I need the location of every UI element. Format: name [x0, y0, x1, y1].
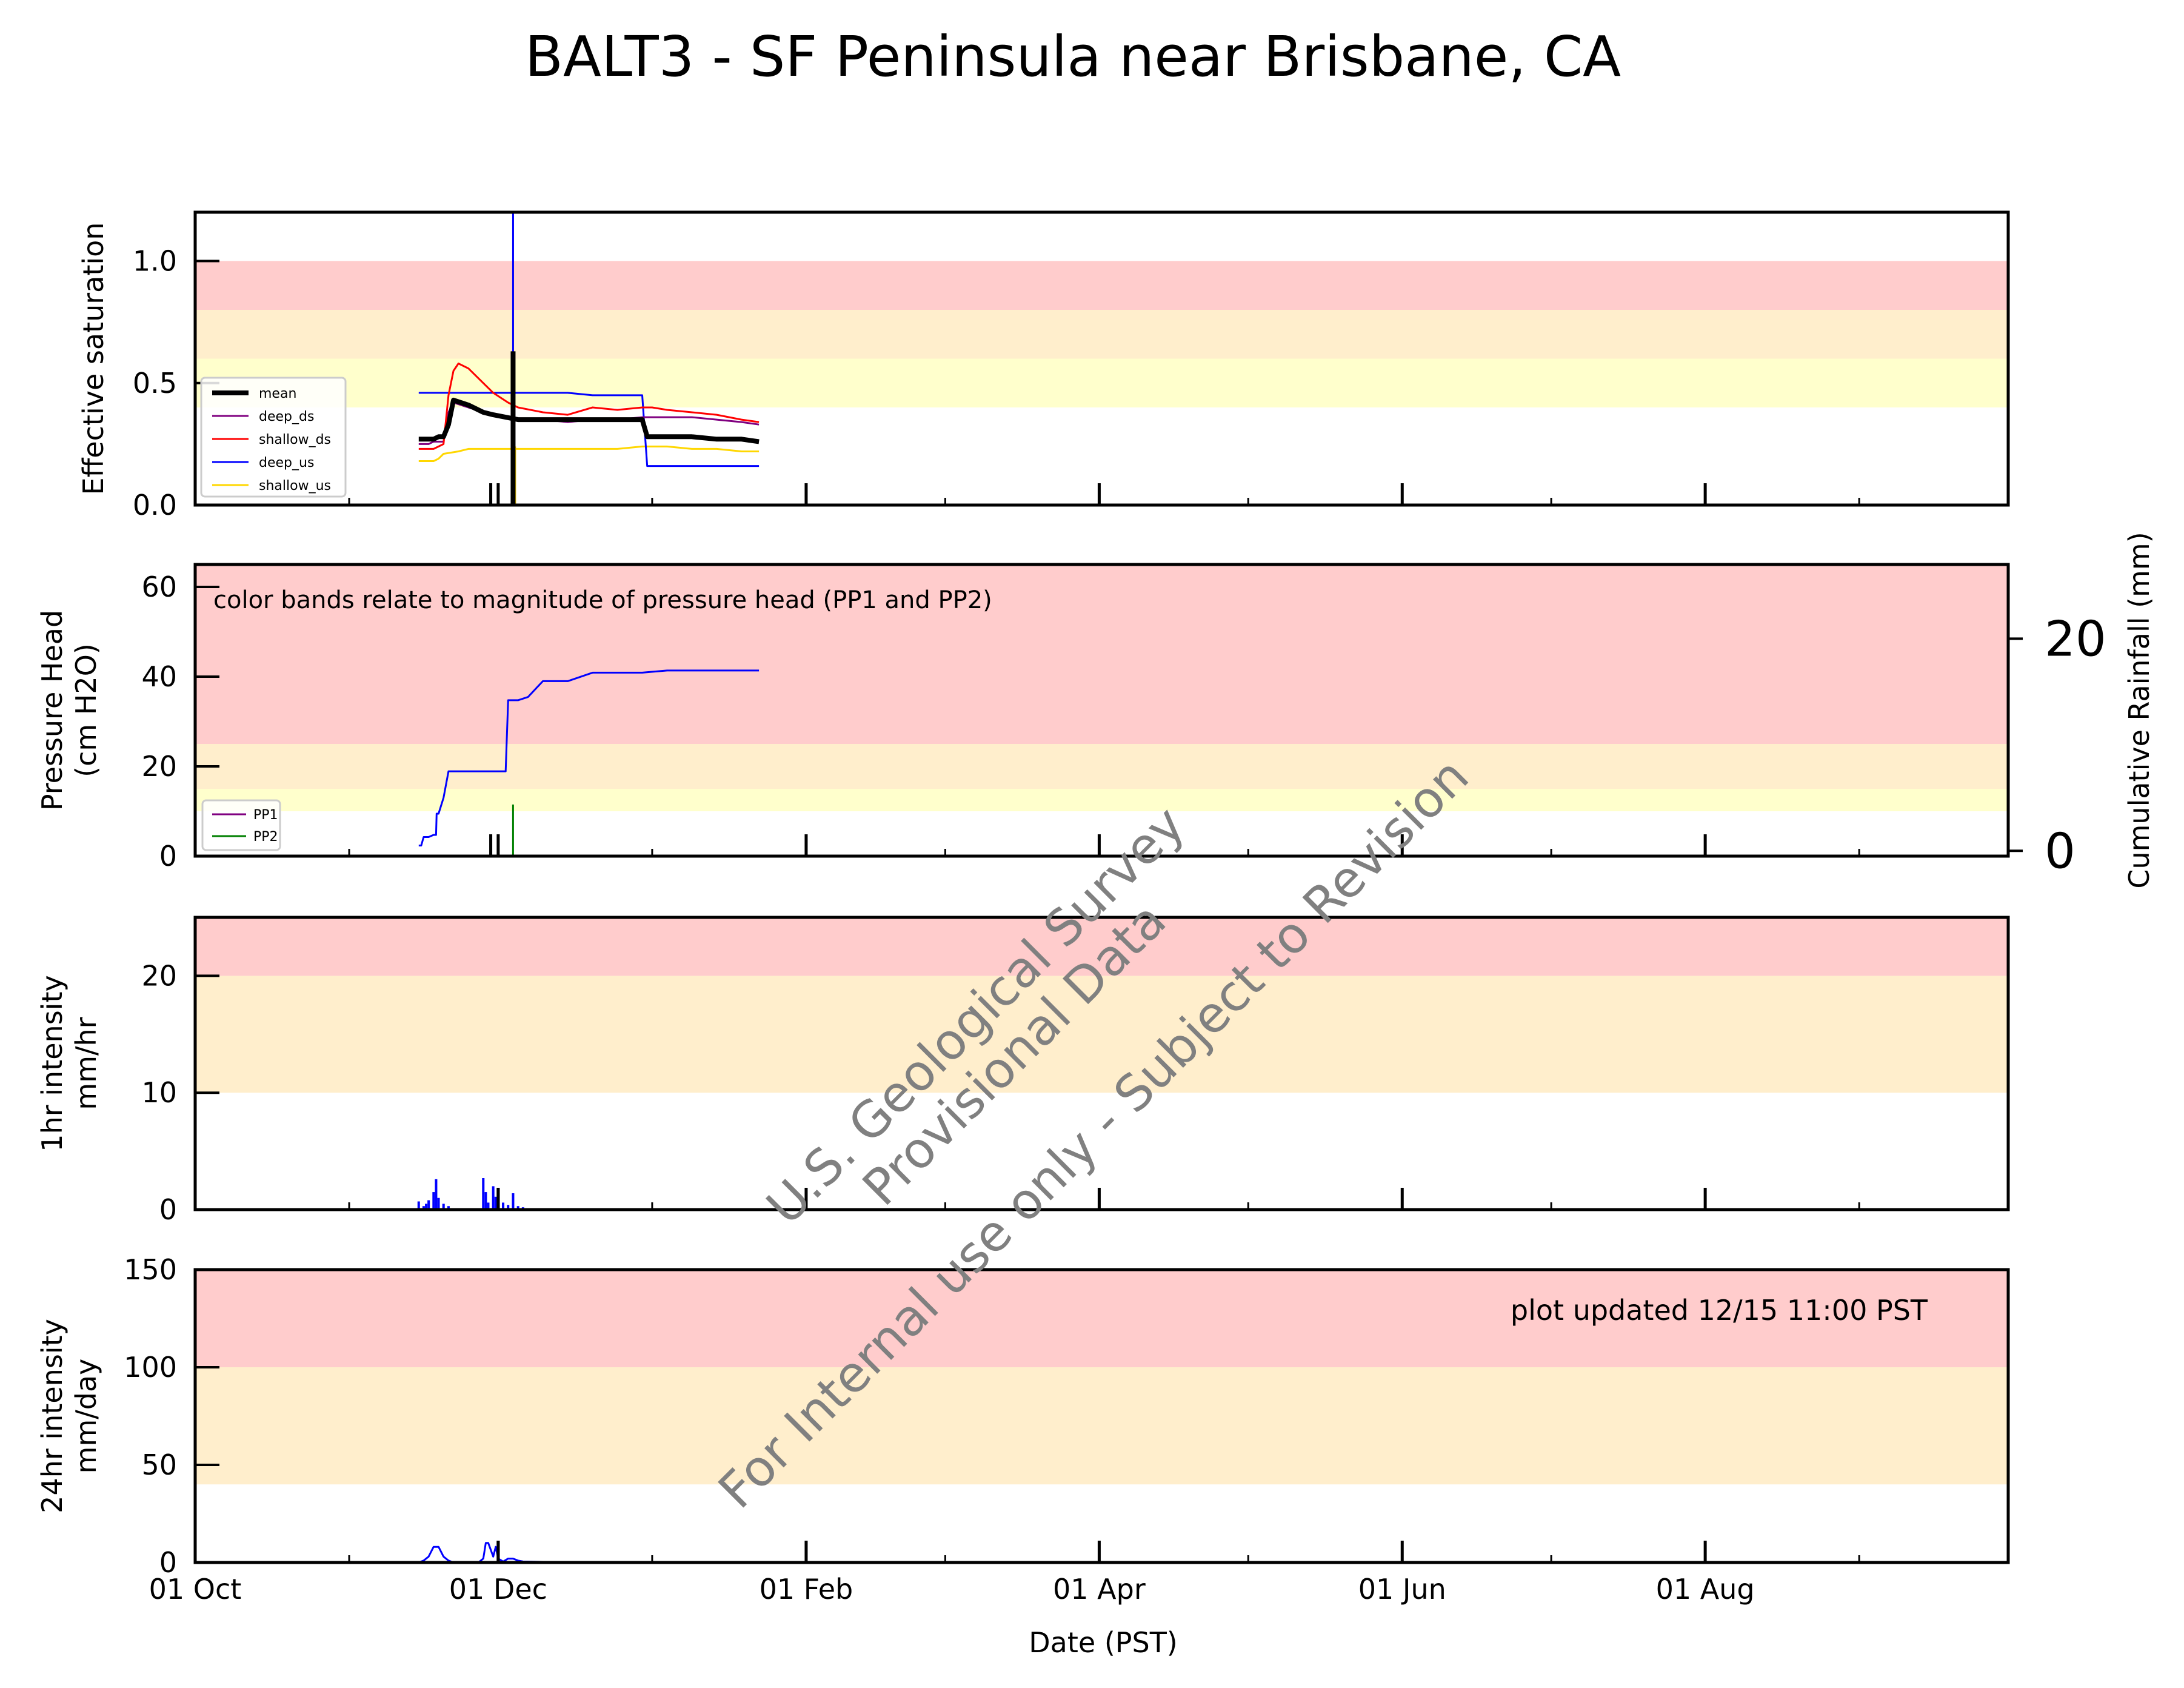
- y-axis-label: 24hr intensity mm/day: [36, 1319, 102, 1513]
- y-tick-label: 0.5: [133, 367, 177, 400]
- y-tick-label: 0: [159, 1193, 177, 1226]
- y-tick-label: 20: [141, 959, 177, 992]
- y-tick-label: 60: [141, 571, 177, 603]
- y-axis-label-line: Effective saturation: [77, 223, 110, 495]
- legend-frame: [201, 799, 281, 851]
- x-tick-label: 01 Jun: [1358, 1573, 1446, 1606]
- y-tick-label: 20: [141, 750, 177, 783]
- y2-axis-label: Cumulative Rainfall (mm): [2123, 532, 2156, 888]
- legend-label-shallow_ds: shallow_ds: [259, 432, 331, 447]
- y-axis-label: Pressure Head (cm H2O): [36, 610, 102, 811]
- y-tick-label: 40: [141, 660, 177, 693]
- x-tick-label: 01 Dec: [449, 1573, 547, 1606]
- risk-band: [195, 917, 2008, 976]
- plot-area: [195, 917, 2008, 1210]
- risk-band: [195, 358, 2008, 407]
- panel-intensity_1hr: 0 10 20 1hr intensity mm/hr: [36, 916, 2010, 1226]
- axes-frame: [193, 210, 2010, 507]
- cumulative-rainfall-line: [418, 669, 760, 846]
- y-axis-label-line: mm/day: [70, 1359, 102, 1474]
- y2-tick-label: 0: [2045, 823, 2075, 879]
- x-tick-label: 01 Aug: [1656, 1573, 1755, 1606]
- series-line-shallow_us: [418, 445, 760, 462]
- y-tick-label: 0: [159, 840, 177, 872]
- y-axis-label: Effective saturation: [77, 223, 110, 495]
- y-axis-label-line: mm/hr: [70, 1017, 102, 1110]
- risk-band: [195, 789, 2008, 811]
- legend-label-deep_us: deep_us: [259, 455, 314, 471]
- plot-area: [195, 212, 2008, 505]
- y-axis-label-line: (cm H2O): [70, 643, 102, 777]
- y-tick-label: 10: [141, 1076, 177, 1109]
- axes-frame: [193, 563, 2010, 858]
- y-tick-label: 0.0: [133, 489, 177, 521]
- x-tick-label: 01 Oct: [149, 1573, 242, 1606]
- series-line-shallow_ds: [418, 363, 760, 450]
- legend: mean deep_ds shallow_ds deep_us shallow_us: [200, 377, 347, 498]
- y2-axis-label-group: Cumulative Rainfall (mm): [2123, 532, 2156, 888]
- legend-label-PP2: PP2: [253, 829, 278, 845]
- y-tick-label: 100: [124, 1351, 177, 1384]
- panels: 0.0 0.5 1.0 Effective saturation mean deep_ds…: [36, 210, 2156, 1606]
- legend-label-shallow_us: shallow_us: [259, 478, 331, 494]
- y-tick-label: 0: [159, 1546, 177, 1579]
- y-axis-label: 1hr intensity mm/hr: [36, 975, 102, 1151]
- y-axis-label-line: Pressure Head: [36, 610, 68, 811]
- panel-saturation: 0.0 0.5 1.0 Effective saturation mean deep_ds…: [77, 210, 2010, 521]
- panel-intensity_24hr: 0 50 100 150 24hr intensity mm/day 01 Oct 01 De…: [36, 1253, 2010, 1606]
- x-axis-label: Date (PST): [1029, 1626, 1178, 1659]
- y-tick-label: 1.0: [133, 245, 177, 278]
- y-tick-label: 150: [124, 1253, 177, 1286]
- chart-title: BALT3 - SF Peninsula near Brisbane, CA: [525, 24, 1621, 89]
- legend-label-deep_ds: deep_ds: [259, 409, 314, 424]
- risk-band: [195, 261, 2008, 310]
- y2-tick-label: 20: [2045, 611, 2106, 667]
- x-tick-label: 01 Apr: [1053, 1573, 1146, 1606]
- plot-area: [195, 564, 2008, 856]
- panel-pressure: 0 20 40 60 Pressure Head (cm H2O) color bands …: [36, 532, 2156, 888]
- risk-band: [195, 564, 2008, 744]
- series-line-mean: [418, 397, 760, 444]
- x-tick-label: 01 Feb: [760, 1573, 853, 1606]
- pressure-annotation: color bands relate to magnitude of press…: [213, 586, 992, 614]
- y-tick-label: 50: [141, 1449, 177, 1481]
- risk-band: [195, 1270, 2008, 1367]
- legend-frame: [200, 377, 347, 498]
- legend-label-PP1: PP1: [253, 808, 278, 823]
- risk-band: [195, 1367, 2008, 1485]
- risk-band: [195, 744, 2008, 789]
- y-axis-label-line: 1hr intensity: [36, 975, 68, 1151]
- legend-label-mean: mean: [259, 386, 296, 401]
- axes-frame: [193, 916, 2010, 1211]
- risk-band: [195, 976, 2008, 1093]
- risk-band: [195, 310, 2008, 359]
- plot-area: [195, 1270, 2008, 1562]
- series-line-24hr: [418, 1542, 568, 1562]
- axes-frame: [193, 1268, 2010, 1564]
- plot-updated-note: plot updated 12/15 11:00 PST: [1511, 1294, 1928, 1327]
- series-line-deep_us: [418, 392, 760, 467]
- y-axis-label-line: 24hr intensity: [36, 1319, 68, 1513]
